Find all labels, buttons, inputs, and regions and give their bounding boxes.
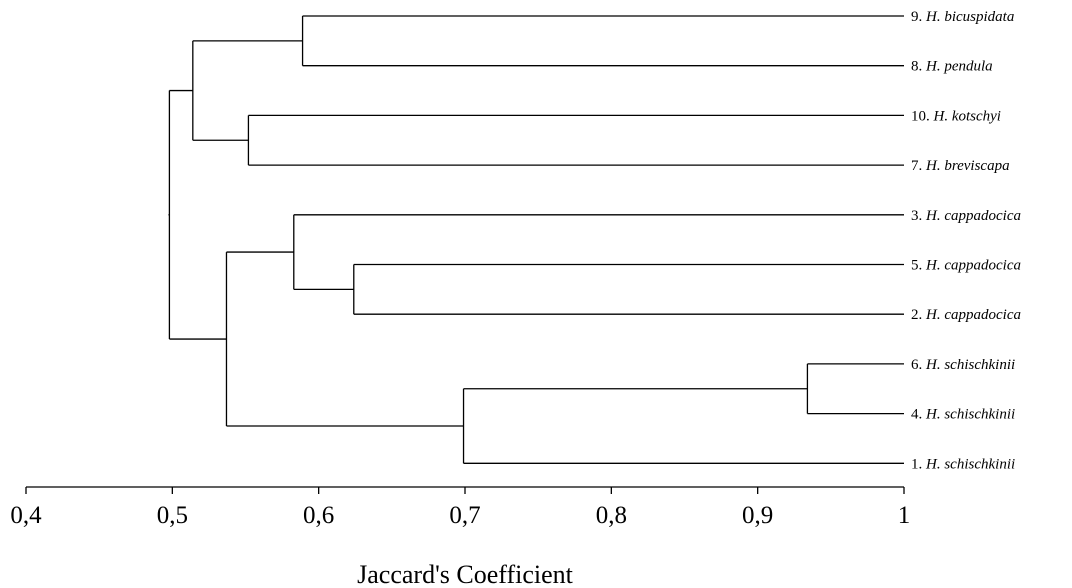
leaf-number: 1. — [911, 456, 926, 472]
x-tick-label: 0,6 — [303, 502, 334, 529]
leaf-species: H. schischkinii — [925, 456, 1015, 472]
leaf-species: H. bicuspidata — [925, 9, 1014, 25]
leaf-label: 4. H. schischkinii — [911, 407, 1015, 423]
leaf-number: 4. — [911, 407, 926, 423]
x-tick-label: 0,5 — [157, 502, 188, 529]
x-axis-title: Jaccard's Coefficient — [357, 560, 573, 588]
leaf-number: 2. — [911, 307, 926, 323]
leaf-number: 7. — [911, 158, 926, 174]
leaf-label: 2. H. cappadocica — [911, 307, 1021, 323]
leaf-label: 1. H. schischkinii — [911, 456, 1015, 472]
leaf-species: H. schischkinii — [925, 407, 1015, 423]
x-axis: 0,4 0,5 0,6 0,7 0,8 0,9 1 — [10, 486, 911, 529]
leaf-number: 3. — [911, 208, 926, 224]
leaf-label: 10. H. kotschyi — [911, 108, 1001, 124]
leaf-species: H. cappadocica — [925, 258, 1021, 274]
leaf-label: 6. H. schischkinii — [911, 357, 1015, 373]
leaf-number: 9. — [911, 9, 926, 25]
leaf-label: 5. H. cappadocica — [911, 258, 1021, 274]
leaf-species: H. kotschyi — [933, 108, 1001, 124]
leaf-species: H. breviscapa — [925, 158, 1010, 174]
leaf-label: 7. H. breviscapa — [911, 158, 1010, 174]
leaf-species: H. cappadocica — [925, 307, 1021, 323]
leaf-species: H. schischkinii — [925, 357, 1015, 373]
x-tick-label: 0,8 — [596, 502, 627, 529]
leaf-label: 9. H. bicuspidata — [911, 9, 1014, 25]
leaf-labels: 9. H. bicuspidata 8. H. pendula 10. H. kot… — [911, 9, 1021, 472]
leaf-species: H. pendula — [925, 59, 993, 75]
leaf-label: 8. H. pendula — [911, 59, 993, 75]
leaf-number: 6. — [911, 357, 926, 373]
leaf-species: H. cappadocica — [925, 208, 1021, 224]
leaf-number: 10. — [911, 108, 934, 124]
x-tick-label: 0,7 — [449, 502, 480, 529]
x-tick-label: 0,9 — [742, 502, 773, 529]
leaf-number: 5. — [911, 258, 926, 274]
leaf-number: 8. — [911, 59, 926, 75]
x-tick-label: 1 — [898, 502, 911, 529]
dendrogram-branches — [168, 15, 904, 464]
leaf-label: 3. H. cappadocica — [911, 208, 1021, 224]
x-tick-label: 0,4 — [10, 502, 42, 529]
